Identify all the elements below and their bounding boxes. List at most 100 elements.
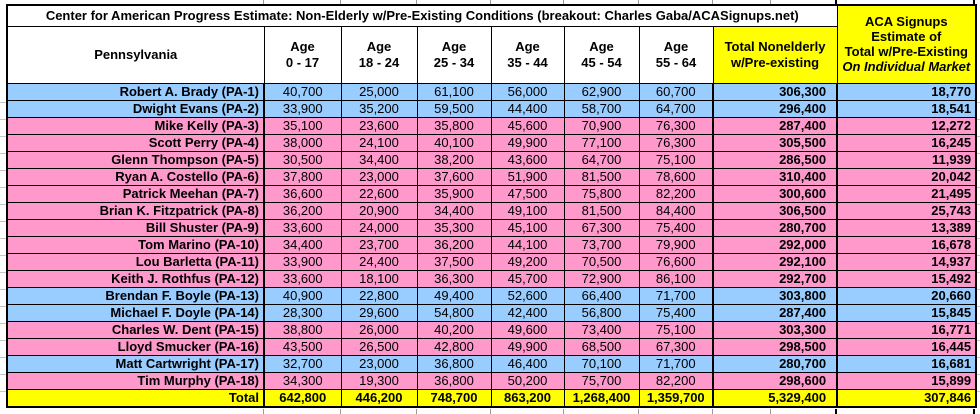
age-value-cell[interactable]: 77,100 — [563, 133, 640, 152]
total-nonelderly-cell[interactable]: 287,400 — [711, 116, 839, 135]
age-value-cell[interactable]: 45,600 — [490, 116, 565, 135]
age-value-cell[interactable]: 56,800 — [563, 303, 640, 322]
age-value-cell[interactable]: 86,100 — [638, 269, 714, 288]
table-title[interactable]: Center for American Progress Estimate: N… — [6, 4, 838, 27]
age-value-cell[interactable]: 22,600 — [340, 184, 418, 203]
age-value-cell[interactable]: 51,900 — [490, 167, 565, 186]
age-value-cell[interactable]: 73,700 — [563, 235, 640, 254]
grand-total-aca-cell[interactable]: 307,846 — [836, 388, 977, 408]
age-value-cell[interactable]: 24,000 — [340, 218, 418, 237]
age-value-cell[interactable]: 45,100 — [490, 218, 565, 237]
total-nonelderly-cell[interactable]: 305,500 — [711, 133, 839, 152]
age-value-cell[interactable]: 44,100 — [490, 235, 565, 254]
age-value-cell[interactable]: 35,900 — [416, 184, 492, 203]
district-name-cell[interactable]: Lou Barletta (PA-11) — [6, 252, 265, 271]
age-value-cell[interactable]: 70,100 — [563, 354, 640, 373]
age-value-cell[interactable]: 49,900 — [490, 337, 565, 356]
age-value-cell[interactable]: 35,200 — [340, 99, 418, 118]
age-value-cell[interactable]: 49,600 — [490, 320, 565, 339]
age-value-cell[interactable]: 32,700 — [263, 354, 342, 373]
age-value-cell[interactable]: 34,400 — [340, 150, 418, 169]
district-name-cell[interactable]: Brendan F. Boyle (PA-13) — [6, 286, 265, 305]
age-value-cell[interactable]: 73,400 — [563, 320, 640, 339]
age-value-cell[interactable]: 60,700 — [638, 82, 714, 101]
age-value-cell[interactable]: 45,700 — [490, 269, 565, 288]
age-value-cell[interactable]: 42,800 — [416, 337, 492, 356]
age-value-cell[interactable]: 81,500 — [563, 167, 640, 186]
aca-estimate-cell[interactable]: 13,389 — [836, 218, 977, 237]
total-nonelderly-cell[interactable]: 287,400 — [711, 303, 839, 322]
district-name-cell[interactable]: Scott Perry (PA-4) — [6, 133, 265, 152]
age-value-cell[interactable]: 26,500 — [340, 337, 418, 356]
age-value-cell[interactable]: 84,400 — [638, 201, 714, 220]
district-name-cell[interactable]: Michael F. Doyle (PA-14) — [6, 303, 265, 322]
total-nonelderly-cell[interactable]: 306,300 — [711, 82, 839, 101]
aca-estimate-cell[interactable]: 16,771 — [836, 320, 977, 339]
district-name-cell[interactable]: Charles W. Dent (PA-15) — [6, 320, 265, 339]
age-value-cell[interactable]: 58,700 — [563, 99, 640, 118]
age-value-cell[interactable]: 23,700 — [340, 235, 418, 254]
district-name-cell[interactable]: Keith J. Rothfus (PA-12) — [6, 269, 265, 288]
age-value-cell[interactable]: 47,500 — [490, 184, 565, 203]
district-name-cell[interactable]: Matt Cartwright (PA-17) — [6, 354, 265, 373]
age-35-44-header[interactable]: Age 35 - 44 — [490, 25, 565, 84]
age-value-cell[interactable]: 56,000 — [490, 82, 565, 101]
age-value-cell[interactable]: 78,600 — [638, 167, 714, 186]
age-value-cell[interactable]: 75,100 — [638, 150, 714, 169]
age-value-cell[interactable]: 25,000 — [340, 82, 418, 101]
district-name-cell[interactable]: Dwight Evans (PA-2) — [6, 99, 265, 118]
age-value-cell[interactable]: 71,700 — [638, 286, 714, 305]
district-name-cell[interactable]: Glenn Thompson (PA-5) — [6, 150, 265, 169]
age-value-cell[interactable]: 40,200 — [416, 320, 492, 339]
aca-estimate-cell[interactable]: 12,272 — [836, 116, 977, 135]
age-value-cell[interactable]: 36,200 — [416, 235, 492, 254]
aca-estimate-cell[interactable]: 15,845 — [836, 303, 977, 322]
district-name-cell[interactable]: Brian K. Fitzpatrick (PA-8) — [6, 201, 265, 220]
age-value-cell[interactable]: 75,400 — [638, 303, 714, 322]
total-nonelderly-cell[interactable]: 292,100 — [711, 252, 839, 271]
age-value-cell[interactable]: 54,800 — [416, 303, 492, 322]
age-value-cell[interactable]: 82,200 — [638, 371, 714, 390]
aca-estimate-cell[interactable]: 16,445 — [836, 337, 977, 356]
total-nonelderly-cell[interactable]: 298,600 — [711, 371, 839, 390]
age-value-cell[interactable]: 49,200 — [490, 252, 565, 271]
aca-estimate-cell[interactable]: 18,770 — [836, 82, 977, 101]
district-name-cell[interactable]: Mike Kelly (PA-3) — [6, 116, 265, 135]
district-name-cell[interactable]: Ryan A. Costello (PA-6) — [6, 167, 265, 186]
total-nonelderly-column-header[interactable]: Total Nonelderly w/Pre-existing — [712, 25, 838, 84]
total-nonelderly-cell[interactable]: 303,300 — [711, 320, 839, 339]
total-nonelderly-cell[interactable]: 286,500 — [711, 150, 839, 169]
aca-estimate-cell[interactable]: 21,495 — [836, 184, 977, 203]
age-value-cell[interactable]: 42,400 — [490, 303, 565, 322]
total-nonelderly-cell[interactable]: 300,600 — [711, 184, 839, 203]
age-value-cell[interactable]: 23,600 — [340, 116, 418, 135]
age-value-cell[interactable]: 34,400 — [416, 201, 492, 220]
aca-estimate-cell[interactable]: 16,681 — [836, 354, 977, 373]
total-age-value-cell[interactable]: 748,700 — [416, 388, 492, 408]
total-row-label[interactable]: Total — [6, 388, 265, 408]
district-name-cell[interactable]: Tom Marino (PA-10) — [6, 235, 265, 254]
age-value-cell[interactable]: 36,800 — [416, 354, 492, 373]
age-value-cell[interactable]: 19,300 — [340, 371, 418, 390]
age-value-cell[interactable]: 24,100 — [340, 133, 418, 152]
age-value-cell[interactable]: 40,700 — [263, 82, 342, 101]
age-value-cell[interactable]: 36,800 — [416, 371, 492, 390]
age-value-cell[interactable]: 23,000 — [340, 167, 418, 186]
age-value-cell[interactable]: 67,300 — [563, 218, 640, 237]
aca-estimate-cell[interactable]: 16,245 — [836, 133, 977, 152]
age-value-cell[interactable]: 70,500 — [563, 252, 640, 271]
total-nonelderly-cell[interactable]: 303,800 — [711, 286, 839, 305]
age-value-cell[interactable]: 66,400 — [563, 286, 640, 305]
age-value-cell[interactable]: 28,300 — [263, 303, 342, 322]
age-value-cell[interactable]: 36,600 — [263, 184, 342, 203]
age-value-cell[interactable]: 75,700 — [563, 371, 640, 390]
district-name-cell[interactable]: Bill Shuster (PA-9) — [6, 218, 265, 237]
age-value-cell[interactable]: 36,300 — [416, 269, 492, 288]
age-value-cell[interactable]: 49,100 — [490, 201, 565, 220]
district-name-cell[interactable]: Robert A. Brady (PA-1) — [6, 82, 265, 101]
age-value-cell[interactable]: 33,600 — [263, 218, 342, 237]
age-value-cell[interactable]: 24,400 — [340, 252, 418, 271]
total-age-value-cell[interactable]: 1,359,700 — [638, 388, 714, 408]
district-name-cell[interactable]: Lloyd Smucker (PA-16) — [6, 337, 265, 356]
age-value-cell[interactable]: 76,300 — [638, 116, 714, 135]
